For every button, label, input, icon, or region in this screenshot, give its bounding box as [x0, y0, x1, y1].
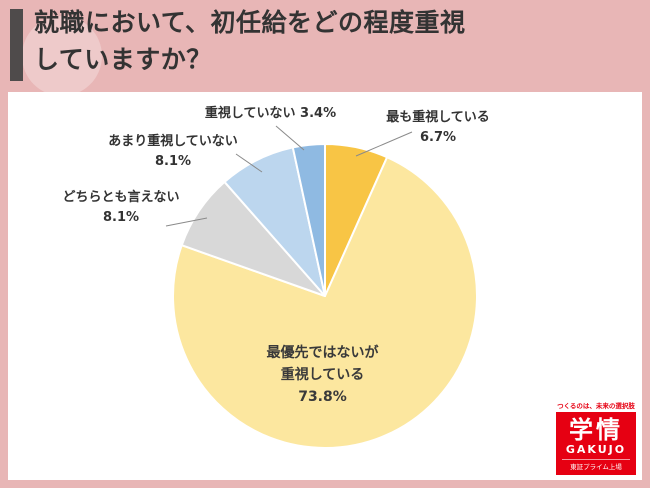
callout-not-much-value: 8.1%	[154, 154, 192, 169]
callout-not-important: 重視していない 3.4%	[183, 104, 358, 124]
callout-not-top-priority-value: 73.8%	[298, 389, 347, 405]
callout-neither-value: 8.1%	[102, 210, 140, 225]
leader-line-not-much	[235, 153, 263, 173]
callout-most-important-value: 6.7%	[419, 130, 457, 145]
callout-not-important-label: 重視していない	[204, 106, 296, 121]
callout-most-important-label: 最も重視している	[386, 110, 490, 125]
callout-not-important-value: 3.4%	[300, 106, 337, 121]
logo-red-box: 学情 GAKUJO 東証プライム上場	[556, 412, 636, 475]
callout-most-important: 最も重視している 6.7%	[353, 108, 523, 148]
callout-not-much: あまり重視していない 8.1%	[88, 132, 258, 172]
pie-slice-4	[291, 143, 326, 297]
callout-not-top-priority-line-1: 最優先ではないが	[266, 345, 379, 361]
leader-line-most	[355, 131, 413, 157]
callout-neither: どちらとも言えない 8.1%	[36, 188, 206, 228]
page-title: 就職において、初任給をどの程度重視 していますか？	[34, 4, 466, 78]
title-accent-bar	[10, 9, 23, 81]
leader-lines	[165, 125, 413, 227]
page-title-line-2: していますか？	[34, 45, 212, 74]
callout-neither-label: どちらとも言えない	[62, 190, 180, 205]
logo-name-en: GAKUJO	[565, 443, 627, 456]
logo-listing: 東証プライム上場	[562, 459, 630, 472]
leader-line-neither	[165, 217, 208, 227]
chart-panel: 最も重視している 6.7% 重視していない 3.4% あまり重視していない 8.…	[8, 92, 642, 480]
pie-slices	[172, 143, 478, 449]
pie-chart	[165, 125, 478, 449]
logo-name-jp: 学情	[569, 416, 623, 444]
callout-not-much-label: あまり重視していない	[108, 134, 238, 149]
header: 就職において、初任給をどの程度重視 していますか？	[0, 0, 650, 96]
leader-line-not	[275, 125, 305, 151]
callout-not-top-priority: 最優先ではないが 重視している 73.8%	[220, 342, 425, 408]
logo-tagline: つくるのは、未来の選択肢	[556, 398, 636, 412]
callout-not-top-priority-line-2: 重視している	[280, 367, 365, 383]
page-title-line-1: 就職において、初任給をどの程度重視	[34, 8, 466, 37]
pie-slice-1	[172, 156, 478, 449]
watermark-circle	[22, 16, 102, 96]
gakujo-logo: つくるのは、未来の選択肢 学情 GAKUJO 東証プライム上場	[556, 398, 636, 475]
